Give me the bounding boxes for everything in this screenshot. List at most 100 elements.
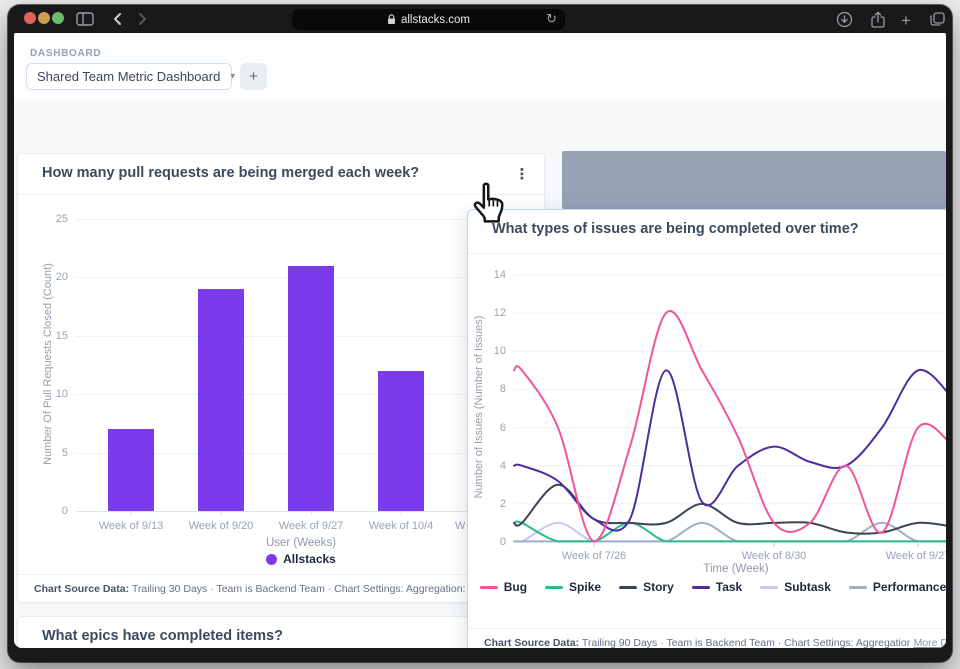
bar [288,265,334,511]
series-line-bug [513,310,946,543]
x-tick-label: Week of 9/13 [98,520,164,532]
legend-item: Bug [479,580,528,594]
divider [18,574,544,575]
legend-item: Spike [545,580,601,594]
y-tick-label: 8 [499,383,506,396]
issues-legend: Bug Spike Story Task Subtask Performance [479,580,946,594]
bar [378,370,424,511]
add-dashboard-button[interactable]: + [240,63,267,90]
legend-swatch [619,585,638,589]
y-tick-label: 6 [499,421,506,434]
gridline [76,219,530,220]
legend-item: Story [619,580,674,594]
dashboard-main: How many pull requests are being merged … [14,100,946,648]
bar [198,289,244,511]
epics-card-title[interactable]: What epics have completed items? [42,628,283,644]
issues-card-footer: Chart Source Data: Trailing 90 Days · Te… [484,637,910,648]
y-tick-label: 10 [493,345,506,358]
epics-card: What epics have completed items? [17,616,545,648]
legend-swatch [760,585,779,589]
y-tick-label: 20 [55,271,68,284]
minimize-window-button[interactable] [38,12,50,24]
x-tick-label-partial: W [455,520,466,532]
legend-swatch [545,585,564,589]
downloads-icon[interactable] [836,11,853,28]
dashboard-selector[interactable]: Shared Team Metric Dashboard ▾ [26,63,236,90]
back-icon[interactable] [111,11,125,27]
chevron-down-icon: ▾ [230,71,236,82]
y-tick-label: 14 [493,269,506,281]
series-line-story [513,483,946,535]
legend-label: Performance [872,580,946,594]
pr-card-title[interactable]: How many pull requests are being merged … [42,165,420,181]
sidebar-toggle-icon[interactable] [76,11,94,27]
x-tick-mark [131,511,132,515]
zoom-window-button[interactable] [52,12,64,24]
legend-label: Task [715,580,743,594]
address-url: allstacks.com [400,13,471,26]
y-tick-label: 12 [493,307,506,320]
x-tick-mark [221,511,222,515]
x-tick-label: Week of 9/27 [278,520,344,532]
legend-dot [266,553,278,565]
page-content: DASHBOARD Shared Team Metric Dashboard ▾… [14,33,946,648]
x-tick-label: Week of 9/20 [188,520,254,532]
x-tick-label: Week of 7/26 [561,550,627,562]
pr-card-footer: Chart Source Data: Trailing 30 Days · Te… [34,583,538,595]
lock-icon [387,14,395,24]
legend-label: Spike [569,580,602,594]
gridline [76,511,530,512]
legend-item: Subtask [760,580,831,594]
divider [18,194,544,195]
dashboard-selector-value: Shared Team Metric Dashboard [37,69,221,84]
y-tick-label: 2 [499,497,506,510]
legend-label: Bug [503,580,528,594]
new-tab-icon[interactable]: + [901,11,911,30]
y-tick-label: 0 [61,505,68,517]
x-tick-mark [401,511,402,515]
more-details-link[interactable]: More D [909,637,946,648]
series-line-spike [513,520,946,543]
dashboard-label: DASHBOARD [30,48,102,59]
divider [468,628,946,629]
legend-item: Task [691,580,743,594]
address-bar[interactable]: allstacks.com ↻ [292,9,565,30]
tab-overview-icon[interactable] [929,11,946,27]
legend-item: Performance [848,580,946,594]
kebab-menu-icon[interactable]: ⋮ [514,166,530,183]
legend-item: Allstacks [266,552,336,566]
browser-window: allstacks.com ↻ + DASHBOARD Shared Team … [8,5,952,662]
issues-card-title[interactable]: What types of issues are being completed… [492,221,859,237]
y-tick-label: 10 [55,388,68,401]
y-tick-label: 4 [499,459,506,472]
close-window-button[interactable] [24,12,36,24]
pr-y-axis-title: Number Of Pull Requests Closed (Count) [42,263,54,465]
x-tick-label: Week of 8/30 [741,550,807,562]
legend-swatch [479,585,498,589]
issues-over-time-card: What types of issues are being completed… [467,209,946,648]
x-tick-label: Week of 9/27 [885,550,946,562]
x-tick-mark [311,511,312,515]
legend-label: Allstacks [283,552,336,566]
y-tick-label: 15 [55,329,68,342]
legend-swatch [691,585,710,589]
legend-label: Story [643,580,674,594]
browser-titlebar: allstacks.com ↻ + [8,5,952,33]
y-tick-label: 0 [499,536,506,548]
legend-swatch [848,585,867,589]
divider [468,253,946,254]
reload-icon[interactable]: ↻ [546,11,557,26]
bar [108,429,154,511]
x-tick-label: Week of 10/4 [368,520,434,532]
y-tick-label: 25 [55,213,68,225]
issues-x-axis-title: Time (Week) [703,563,769,575]
pr-x-axis-title: User (Weeks) [265,537,337,549]
issues-line-plot [513,274,946,547]
y-tick-label: 5 [61,446,68,459]
share-icon[interactable] [870,11,886,29]
dashboard-header: DASHBOARD Shared Team Metric Dashboard ▾… [14,33,946,100]
card-drop-placeholder [562,151,946,209]
pr-legend: Allstacks [151,552,451,566]
forward-icon[interactable] [135,11,149,27]
legend-label: Subtask [784,580,831,594]
